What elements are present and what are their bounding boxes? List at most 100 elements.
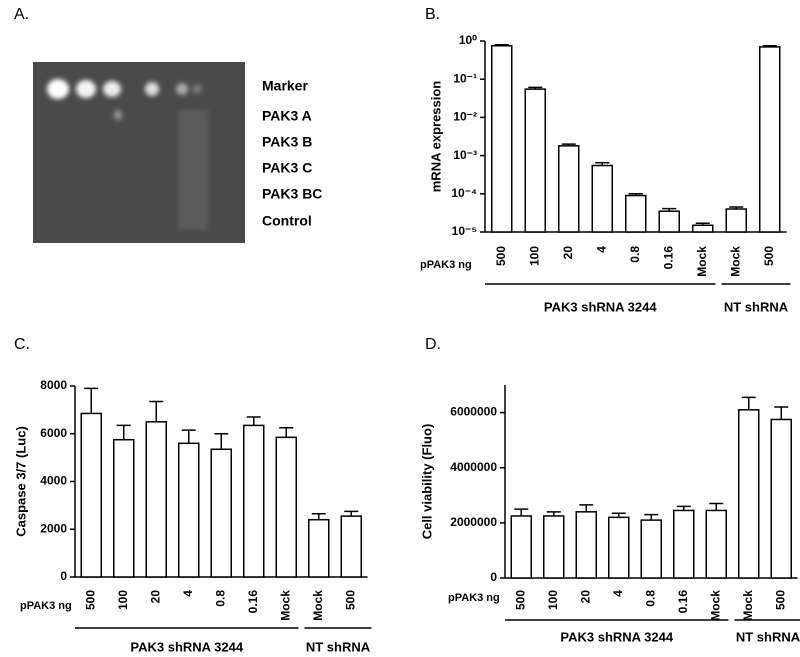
x-tick-label: 0.8 bbox=[643, 590, 657, 607]
x-axis-label: pPAK3 ng bbox=[20, 600, 72, 612]
lane-label: PAK3 A bbox=[262, 108, 312, 124]
bar bbox=[738, 409, 760, 579]
x-axis-label: pPAK3 ng bbox=[420, 259, 472, 271]
x-tick-label: 20 bbox=[148, 590, 162, 604]
bar bbox=[558, 145, 580, 233]
error-bar bbox=[214, 433, 229, 450]
x-tick-label: 4 bbox=[594, 246, 608, 253]
error-bar bbox=[514, 508, 529, 516]
lane-label: Control bbox=[262, 213, 312, 229]
bar bbox=[608, 516, 630, 579]
x-tick-label: 100 bbox=[116, 590, 130, 610]
x-tick-label: 0.8 bbox=[628, 246, 642, 263]
y-tick-label: 10⁻⁴ bbox=[451, 186, 477, 200]
x-tick-label: Mock bbox=[695, 246, 709, 277]
bar bbox=[340, 515, 362, 578]
x-tick-label: 0.16 bbox=[246, 590, 260, 614]
y-tick-label: 4000000 bbox=[450, 460, 497, 474]
x-tick-label: 0.16 bbox=[676, 590, 690, 614]
group-label: NT shRNA bbox=[306, 639, 371, 654]
panel-label: D. bbox=[425, 336, 441, 353]
bar bbox=[640, 519, 662, 579]
bar bbox=[575, 511, 597, 579]
y-tick-label: 10⁻² bbox=[453, 110, 477, 124]
lane-label: PAK3 C bbox=[262, 160, 312, 176]
y-tick-label: 2000 bbox=[40, 521, 67, 535]
error-bar bbox=[279, 427, 294, 438]
x-tick-label: 500 bbox=[343, 590, 357, 610]
y-tick-label: 6000 bbox=[40, 426, 67, 440]
bar bbox=[243, 424, 265, 578]
bar bbox=[658, 210, 680, 233]
y-tick-label: 8000 bbox=[40, 378, 67, 392]
error-bar bbox=[246, 416, 261, 426]
error-bar bbox=[311, 512, 326, 520]
y-tick-label: 0 bbox=[490, 570, 497, 584]
y-tick-label: 10⁻⁵ bbox=[452, 224, 477, 238]
bar bbox=[491, 45, 513, 233]
x-tick-label: 20 bbox=[561, 246, 575, 260]
x-tick-label: Mock bbox=[741, 590, 755, 621]
x-tick-label: 100 bbox=[527, 246, 541, 266]
error-bar bbox=[116, 424, 131, 440]
bar bbox=[210, 448, 232, 578]
x-tick-label: 500 bbox=[513, 590, 527, 610]
x-tick-label: 0.16 bbox=[661, 246, 675, 270]
x-tick-label: 4 bbox=[181, 590, 195, 597]
x-tick-label: 100 bbox=[546, 590, 560, 610]
gel-panel: A. Marker PAK3 A PAK3 B PAK3 C PAK3 BC C… bbox=[14, 6, 322, 243]
bar bbox=[725, 208, 747, 233]
bar bbox=[705, 509, 727, 579]
x-tick-label: 500 bbox=[773, 590, 787, 610]
lane-label: PAK3 B bbox=[262, 134, 312, 150]
panel-label: A. bbox=[14, 6, 29, 23]
bar bbox=[524, 88, 546, 233]
error-bar bbox=[344, 510, 359, 517]
y-tick-label: 10⁻³ bbox=[453, 148, 477, 162]
group-label: PAK3 shRNA 3244 bbox=[130, 639, 243, 654]
x-tick-label: 0.8 bbox=[213, 590, 227, 607]
bar bbox=[692, 224, 714, 233]
error-bar bbox=[181, 429, 196, 444]
x-tick-label: 4 bbox=[611, 590, 625, 597]
bar bbox=[178, 442, 200, 578]
bar bbox=[275, 436, 297, 578]
y-axis-label: Caspase 3/7 (Luc) bbox=[13, 426, 28, 537]
lane-label: Marker bbox=[262, 78, 308, 94]
x-tick-label: 500 bbox=[494, 246, 508, 266]
error-bar bbox=[84, 387, 99, 414]
y-tick-label: 4000 bbox=[40, 474, 67, 488]
bar bbox=[308, 518, 330, 578]
bar bbox=[543, 515, 565, 579]
bar bbox=[113, 438, 135, 578]
y-tick-label: 10⁰ bbox=[459, 33, 477, 47]
panel-label: B. bbox=[425, 6, 440, 23]
group-label: PAK3 shRNA 3244 bbox=[560, 629, 673, 644]
bar bbox=[770, 418, 792, 579]
lane-label: PAK3 BC bbox=[262, 186, 322, 202]
y-tick-label: 2000000 bbox=[450, 515, 497, 529]
x-tick-label: 20 bbox=[578, 590, 592, 604]
x-tick-label: 500 bbox=[762, 246, 776, 266]
error-bar bbox=[709, 502, 724, 511]
y-axis-label: mRNA expression bbox=[428, 81, 443, 193]
panel-label: C. bbox=[14, 336, 30, 353]
x-tick-label: Mock bbox=[311, 590, 325, 621]
error-bar bbox=[579, 504, 594, 512]
group-label: PAK3 shRNA 3244 bbox=[544, 299, 657, 314]
error-bar bbox=[774, 406, 789, 420]
group-label: NT shRNA bbox=[724, 299, 789, 314]
bar bbox=[510, 515, 532, 579]
bar bbox=[625, 194, 647, 233]
error-bar bbox=[149, 400, 164, 422]
y-tick-label: 6000000 bbox=[450, 405, 497, 419]
bar bbox=[80, 412, 102, 578]
x-axis-label: pPAK3 ng bbox=[448, 592, 500, 604]
bar bbox=[145, 421, 167, 578]
gel-bands bbox=[47, 79, 208, 230]
y-tick-label: 0 bbox=[60, 569, 67, 583]
error-bar bbox=[644, 513, 659, 521]
bar bbox=[759, 46, 781, 233]
group-label: NT shRNA bbox=[736, 629, 800, 644]
